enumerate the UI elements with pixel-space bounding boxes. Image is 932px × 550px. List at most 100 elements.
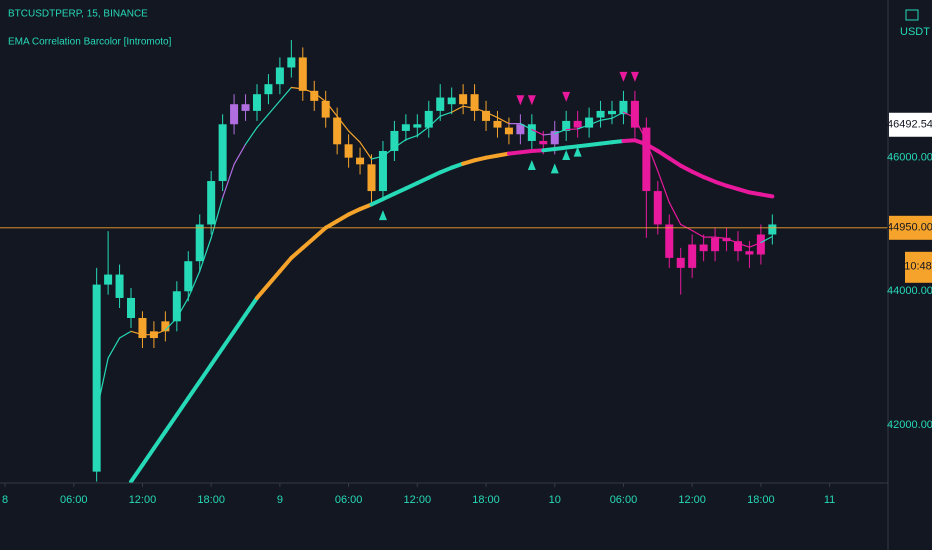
ema-line-segment	[496, 116, 510, 125]
candle-body	[207, 181, 216, 225]
sell-signal	[630, 71, 639, 82]
candle-body	[722, 237, 731, 242]
ema-line-segment	[554, 129, 567, 135]
ema-line-segment	[542, 133, 556, 136]
x-tick-label: 12:00	[678, 494, 706, 506]
ema-line-segment	[359, 141, 373, 160]
ema-line-segment	[300, 235, 317, 250]
ema-line-segment	[405, 135, 418, 141]
candle-body	[504, 127, 513, 135]
ema-line-segment	[233, 143, 247, 165]
ema-line-segment	[416, 126, 430, 137]
ema-line-segment	[267, 100, 281, 115]
ema-line-segment	[369, 197, 385, 207]
y-tick-label: 44000.00	[887, 285, 932, 297]
chart-title: BTCUSDTPERP, 15, BINANCE	[8, 9, 148, 20]
candle-body	[310, 90, 319, 101]
ema-line-segment	[622, 111, 636, 119]
candle-body	[527, 124, 536, 141]
ema-line-segment	[323, 219, 340, 230]
candle-body	[218, 124, 227, 182]
ema-line-segment	[760, 235, 773, 244]
ema-line-segment	[714, 236, 728, 240]
candle-body	[264, 84, 273, 95]
buy-signal	[562, 149, 571, 160]
y-axis-unit: USDT	[900, 26, 930, 38]
buy-signal	[527, 159, 536, 170]
x-tick-label: 12:00	[404, 494, 432, 506]
ema-line-segment	[531, 129, 544, 136]
candle-body	[688, 244, 697, 268]
settings-icon[interactable]	[905, 9, 919, 21]
ema-line-segment	[588, 119, 602, 126]
ema-line-segment	[473, 107, 487, 113]
x-tick-label: 18:00	[747, 494, 775, 506]
last-price-label: 44950.00	[887, 222, 932, 234]
ema-line-segment	[415, 175, 431, 186]
ema-line-segment	[655, 148, 672, 161]
ema-line-segment	[279, 86, 292, 102]
sell-signal	[516, 95, 525, 106]
x-tick-label: 9	[277, 494, 283, 506]
candle-body	[470, 94, 479, 111]
candle-body	[344, 144, 353, 158]
ema-line-segment	[336, 115, 350, 132]
countdown-box	[905, 251, 932, 283]
x-tick-label: 06:00	[60, 494, 88, 506]
countdown-label: 10:48	[904, 261, 932, 273]
candle-body	[241, 104, 250, 111]
y-axis: 42000.00 44000.00 46000.00	[887, 152, 932, 431]
ema-line-segment	[713, 179, 729, 188]
candle-body	[298, 57, 307, 91]
candle-body	[230, 104, 239, 125]
y-tick-label: 46000.00	[887, 152, 932, 164]
ema-line-segment	[313, 92, 327, 103]
ema-line-segment	[668, 201, 682, 226]
candle-body	[172, 291, 181, 322]
candle-body	[161, 321, 170, 332]
candle-body	[550, 130, 559, 145]
candle-body	[447, 97, 456, 105]
candle-body	[413, 124, 422, 128]
ema-line-segment	[325, 100, 338, 117]
x-tick-label: 8	[2, 494, 8, 506]
candle-body	[711, 237, 720, 252]
ema-line-segment	[254, 282, 271, 300]
ema-line-segment	[725, 237, 739, 244]
ema-line-segment	[701, 175, 718, 184]
ema-line-segment	[164, 317, 178, 331]
ema-line-segment	[577, 124, 590, 130]
ema-line-segment	[187, 270, 201, 299]
ema-line-segment	[277, 255, 294, 274]
sell-signal	[619, 71, 628, 82]
candle-body	[115, 274, 124, 298]
sell-signal	[562, 91, 571, 102]
ema-line-segment	[335, 212, 351, 224]
candle-body	[607, 110, 617, 115]
candle-body	[699, 244, 708, 252]
ema-line-segment	[451, 105, 464, 113]
candle-body	[630, 100, 639, 128]
ema-line-segment	[439, 111, 453, 117]
candle-body	[562, 120, 571, 131]
x-tick-label: 18:00	[472, 494, 500, 506]
candle-body	[390, 130, 399, 151]
ema-line-segment	[232, 312, 248, 334]
y-tick-label: 42000.00	[887, 419, 932, 431]
ema-line-segment	[256, 113, 270, 129]
ema-line-segment	[392, 186, 408, 196]
x-tick-label: 10	[549, 494, 561, 506]
ema-line-segment	[691, 229, 705, 238]
ema-line-segment	[244, 126, 258, 145]
ema-line-segment	[611, 111, 625, 119]
candle-body	[585, 117, 594, 128]
candle-body	[92, 284, 101, 472]
ema-line-segment	[209, 346, 225, 367]
ema-line-segment	[737, 242, 751, 248]
candle-body	[733, 241, 742, 252]
ema-line-segment	[382, 147, 396, 157]
candle-body	[424, 110, 433, 128]
candle-body	[356, 157, 365, 165]
ema-line-segment	[667, 156, 683, 168]
